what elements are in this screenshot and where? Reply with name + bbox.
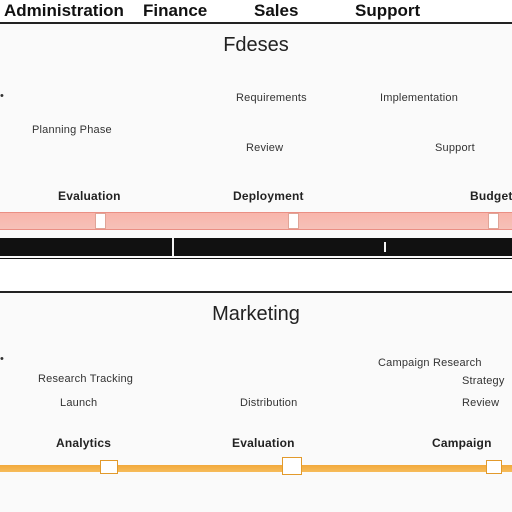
panel-top-row2-item3: Support — [435, 142, 475, 154]
panel-bottom-row2-item1: Research Tracking — [38, 373, 134, 385]
header-title-2: Finance — [143, 1, 208, 20]
panel-bottom-row2-item2: Strategy — [462, 375, 505, 387]
panel-bottom-row3-item2: Distribution — [240, 397, 298, 409]
panel-top-marker-3 — [488, 213, 499, 229]
panel-top-progress-track — [0, 212, 512, 230]
panel-top-marker-2 — [288, 213, 299, 229]
panel-top-side-marker: • — [0, 90, 5, 102]
panel-bottom-marker-3 — [486, 460, 502, 474]
header-strip: Administration Finance Sales Support — [0, 0, 512, 22]
timeline-tick-1 — [172, 238, 174, 256]
panel-top-row1-item3: Implementation — [380, 92, 459, 104]
panel-top-row3-item3: Budgeting — [470, 189, 512, 203]
header-title-4: Support — [355, 1, 421, 20]
panel-bottom-row1-item2: Campaign Research — [378, 357, 482, 369]
panel-bottom-side-marker: • — [0, 353, 5, 365]
panel-top-row1-item2: Requirements — [236, 92, 307, 104]
panel-top-row2-item2: Review — [246, 142, 284, 154]
panel-top-title: Fdeses — [223, 34, 289, 56]
panel-bottom-title: Marketing — [212, 303, 300, 325]
panel-top-marker-1 — [95, 213, 106, 229]
panel-separator — [0, 259, 512, 291]
panel-bottom-row4-item2: Evaluation — [232, 436, 295, 450]
panel-top-row2-item1: Planning Phase — [32, 124, 112, 136]
panel-top-row3-item2: Deployment — [233, 189, 304, 203]
panel-top-timeline-bar — [0, 238, 512, 256]
timeline-tick-2 — [384, 242, 386, 252]
panel-bottom-row4-item3: Campaign — [432, 436, 492, 450]
panel-bottom-row3-item1: Launch — [60, 397, 98, 409]
panel-bottom-row3-item3: Review — [462, 397, 500, 409]
panel-bottom-row4-item1: Analytics — [56, 436, 112, 450]
header-title-1: Administration — [4, 1, 124, 20]
panel-bottom-marker-2 — [282, 457, 302, 475]
header-title-3: Sales — [254, 1, 299, 20]
panel-top-row3-item1: Evaluation — [58, 189, 121, 203]
panel-bottom: Marketing • Campaign Research Research T… — [0, 291, 512, 512]
panel-bottom-progress-track — [0, 465, 512, 472]
panel-bottom-marker-1 — [100, 460, 118, 474]
